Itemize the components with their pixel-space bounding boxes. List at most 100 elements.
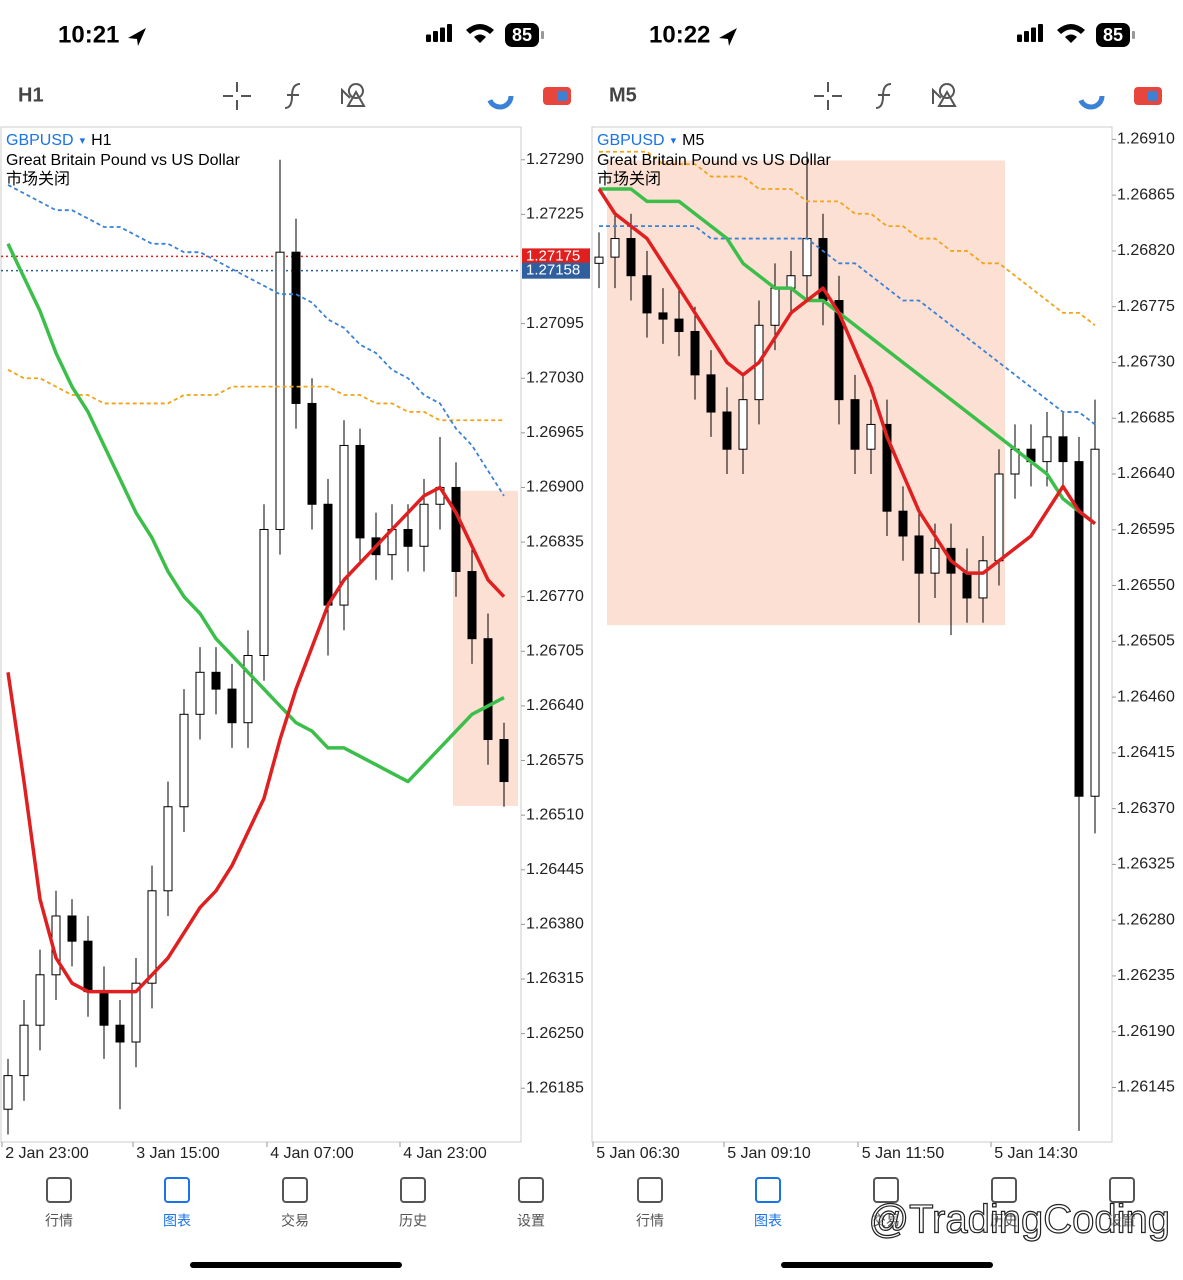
candle-body [834,300,844,401]
candle-body [3,1075,13,1110]
y-tick-label: 1.27095 [526,315,584,332]
tab-label[interactable]: 交易 [281,1213,309,1229]
y-tick-label: 1.26770 [526,588,584,605]
y-tick-label: 1.26460 [1117,688,1175,705]
y-tick-label: 1.26685 [1117,409,1175,426]
indicator-tool[interactable] [284,83,301,109]
trade-icon-inner [557,91,567,101]
symbol[interactable]: GBPUSD [597,132,665,149]
x-tick-label: 5 Jan 09:10 [727,1145,811,1162]
price-label-box [522,248,590,265]
candle-body [179,713,189,808]
candle-body [323,503,333,606]
home-indicator [190,1262,402,1268]
tab-label[interactable]: 设置 [517,1213,545,1229]
candle-body [147,890,157,984]
crosshair-tool[interactable] [223,82,251,110]
symbol[interactable]: GBPUSD [6,132,74,149]
signal-bar [447,24,452,42]
watermark: @TradingCoding [868,1198,1170,1242]
battery [1096,23,1130,47]
chart-symbol-line: GBPUSD ▾ H1 [6,132,112,149]
tab-icon[interactable] [518,1177,544,1203]
tab-label[interactable]: 行情 [45,1213,73,1229]
tab-icon[interactable] [873,1177,899,1203]
objects-tool[interactable] [932,83,957,107]
tab-icon[interactable] [637,1177,663,1203]
y-tick-label: 1.26965 [526,424,584,441]
location-icon [128,28,146,46]
signal-bar [1024,31,1029,42]
candle-body [1074,461,1084,797]
y-tick-label: 1.26280 [1117,911,1175,928]
y-tick-label: 1.26145 [1117,1079,1175,1096]
tab-label[interactable]: 交易 [872,1213,900,1229]
candle-body [626,238,636,277]
battery-cap [541,31,544,39]
y-tick-label: 1.26190 [1117,1023,1175,1040]
candle-body [115,1024,125,1043]
chart-timeframe: H1 [91,132,112,149]
toolbar-timeframe[interactable]: M5 [609,84,637,106]
candle-body [227,688,237,724]
y-tick-label: 1.26820 [1117,242,1175,259]
y-tick-label: 1.26575 [526,752,584,769]
phone-screen: 10:22 85 M5 1.26910 1.26865 1.26820 1.26775 1.2… [591,21,1175,1268]
battery [505,23,539,47]
y-tick-label: 1.26325 [1117,856,1175,873]
candle-body [499,739,509,783]
candle-body [882,423,892,512]
x-tick-label: 5 Jan 11:50 [862,1145,945,1162]
candle-body [658,312,668,320]
candle-body [690,330,700,376]
tab-label[interactable]: 历史 [990,1213,1018,1229]
moving-average [599,225,1096,426]
tab-icon[interactable] [755,1177,781,1203]
account-icon[interactable] [1077,82,1105,110]
objects-tool[interactable] [341,83,366,107]
candle-body [610,238,620,258]
y-tick-label: 1.26370 [1117,800,1175,817]
candle-body [83,940,93,993]
tab-icon[interactable] [991,1177,1017,1203]
phone-screen: 10:21 85 H1 1.27290 1.27225 1.27095 1.27030 1.2… [0,21,590,1268]
tab-label[interactable]: 图表 [754,1213,782,1229]
account-icon[interactable] [486,82,514,110]
candle-body [866,423,876,450]
y-tick-label: 1.26705 [526,643,584,660]
signal-bar [1038,24,1043,42]
crosshair-tool[interactable] [814,82,842,110]
y-tick-label: 1.26415 [1117,744,1175,761]
tab-label[interactable]: 设置 [1108,1213,1136,1229]
tab-icon[interactable] [282,1177,308,1203]
symbol-dropdown: ▾ [671,135,677,147]
moving-average [597,188,1097,575]
tab-label[interactable]: 图表 [163,1213,191,1229]
tab-icon[interactable] [1109,1177,1135,1203]
signal-bar [440,27,445,42]
toolbar-timeframe[interactable]: H1 [18,84,44,106]
tab-label[interactable]: 行情 [636,1213,664,1229]
candle-body [419,503,429,547]
status-time: 10:21 [58,21,119,48]
indicator-tool[interactable] [875,83,892,109]
wifi-icon [466,24,494,43]
tab-label[interactable]: 历史 [399,1213,427,1229]
market-status: 市场关闭 [597,170,661,188]
candle-body [35,974,45,1026]
x-tick-label: 4 Jan 23:00 [403,1145,487,1162]
tab-icon[interactable] [46,1177,72,1203]
y-tick-label: 1.26550 [1117,577,1175,594]
tab-icon[interactable] [164,1177,190,1203]
y-tick-label: 1.26640 [526,697,584,714]
y-tick-label: 1.26510 [526,806,584,823]
highlight-box [607,160,1005,626]
y-tick-label: 1.26835 [526,533,584,550]
x-tick-label: 3 Jan 15:00 [136,1145,220,1162]
y-tick-label: 1.26900 [526,479,584,496]
candle-body [706,374,716,413]
x-tick-label: 5 Jan 06:30 [596,1145,680,1162]
chart-timeframe: M5 [682,132,704,149]
candle-body [802,238,812,277]
tab-icon[interactable] [400,1177,426,1203]
